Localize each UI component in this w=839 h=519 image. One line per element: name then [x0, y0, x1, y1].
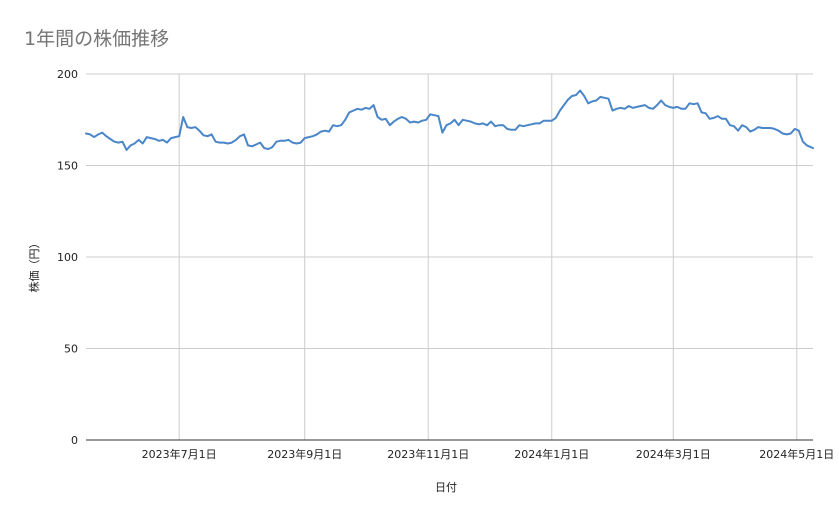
- y-tick-label: 50: [64, 343, 78, 356]
- x-axis-label: 日付: [435, 481, 457, 494]
- x-tick-label: 2023年7月1日: [142, 447, 217, 461]
- horizontal-gridlines: [86, 73, 813, 349]
- x-tick-label: 2024年5月1日: [759, 447, 834, 461]
- y-tick-label: 0: [71, 434, 78, 447]
- series-line-stock-price: [85, 89, 814, 151]
- y-axis-tick-labels: 0 50 100 150 200: [57, 68, 78, 447]
- x-tick-label: 2023年9月1日: [267, 447, 342, 461]
- y-tick-label: 200: [57, 68, 78, 81]
- y-tick-label: 100: [57, 251, 78, 264]
- y-axis-label: 株価（円）: [27, 238, 41, 293]
- chart-title: 1年間の株価推移: [24, 28, 169, 50]
- x-tick-label: 2023年11月1日: [387, 447, 469, 461]
- x-tick-label: 2024年3月1日: [636, 447, 711, 461]
- x-axis-tick-labels: 2023年7月1日 2023年9月1日 2023年11月1日 2024年1月1日 202…: [142, 447, 835, 461]
- y-tick-label: 150: [57, 160, 78, 173]
- x-tick-label: 2024年1月1日: [514, 447, 589, 461]
